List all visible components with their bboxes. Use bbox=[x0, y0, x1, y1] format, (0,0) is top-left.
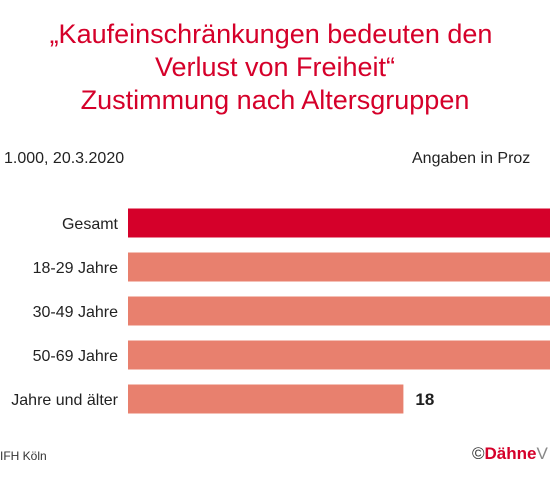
bar bbox=[128, 384, 404, 414]
category-label: 18-29 Jahre bbox=[33, 260, 118, 277]
bar-chart: Gesamt3118-29 Jahre3830-49 Jahre4050-69 … bbox=[11, 208, 550, 414]
bar bbox=[128, 296, 550, 326]
title-line-2: Verlust von Freiheit“ bbox=[154, 52, 396, 82]
source-note: IFH Köln bbox=[0, 449, 47, 463]
sample-info: 1.000, 20.3.2020 bbox=[4, 150, 125, 167]
title-line-1: „Kaufeinschränkungen bedeuten den bbox=[49, 19, 493, 49]
unit-note: Angaben in Proz bbox=[412, 150, 531, 167]
bar bbox=[128, 340, 550, 370]
category-label: 50-69 Jahre bbox=[33, 348, 118, 365]
chart-title: „Kaufeinschränkungen bedeuten den Verlus… bbox=[0, 18, 550, 117]
bar bbox=[128, 252, 550, 282]
copyright-symbol: © bbox=[472, 444, 485, 463]
brand-name-tail: V bbox=[536, 444, 548, 463]
brand-logo: ©DähneV bbox=[472, 444, 548, 464]
category-label: Jahre und älter bbox=[11, 392, 118, 409]
category-label: Gesamt bbox=[62, 216, 119, 233]
brand-name: Dähne bbox=[484, 444, 537, 463]
title-line-3: Zustimmung nach Altersgruppen bbox=[80, 85, 470, 115]
category-label: 30-49 Jahre bbox=[33, 304, 118, 321]
value-label: 18 bbox=[415, 390, 434, 409]
bar bbox=[128, 208, 550, 238]
